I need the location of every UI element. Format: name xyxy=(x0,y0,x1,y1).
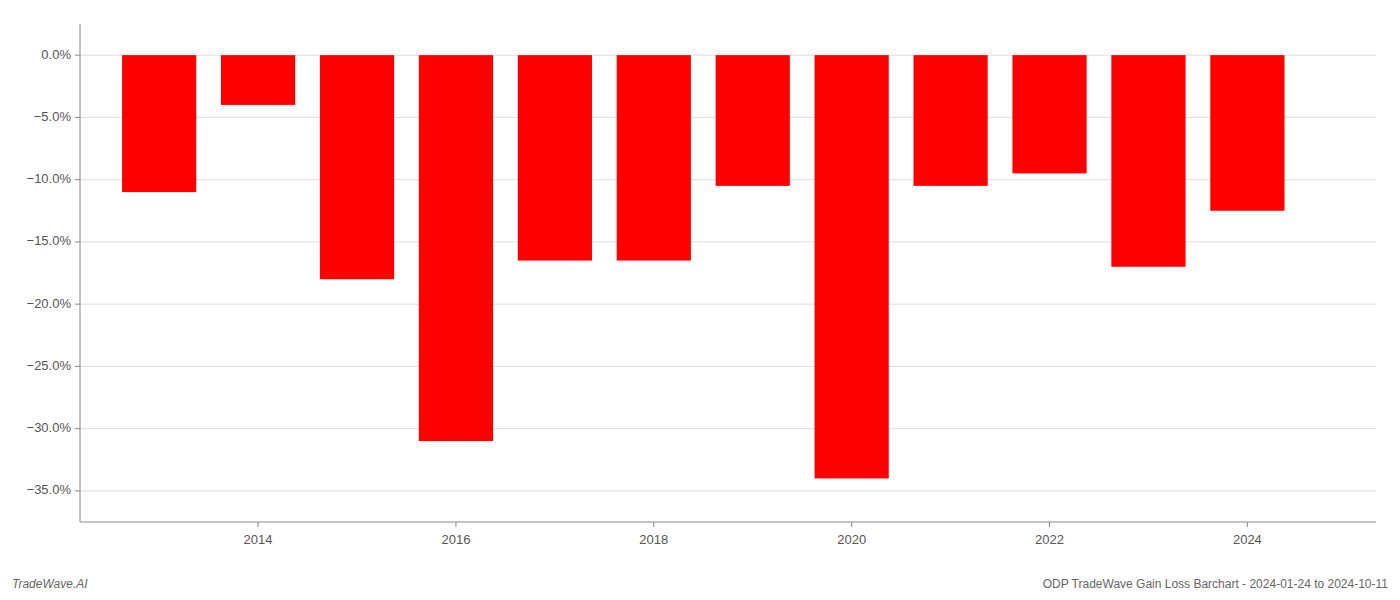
x-tick xyxy=(258,522,259,527)
y-tick xyxy=(75,179,80,180)
bar xyxy=(221,55,295,105)
x-tick xyxy=(1049,522,1050,527)
x-tick xyxy=(653,522,654,527)
y-axis-line xyxy=(80,24,81,522)
y-tick xyxy=(75,241,80,242)
bar xyxy=(122,55,196,192)
y-tick-label: −5.0% xyxy=(34,109,72,124)
bar xyxy=(1210,55,1284,211)
grid-line xyxy=(80,304,1376,305)
y-tick xyxy=(75,55,80,56)
chart: 0.0% −5.0% −10.0% −15.0% −20.0% −25.0% −30.0% −… xyxy=(0,0,1400,600)
x-tick xyxy=(851,522,852,527)
footer-right: ODP TradeWave Gain Loss Barchart - 2024-… xyxy=(1043,577,1389,591)
grid-line xyxy=(80,428,1376,429)
x-tick-label: 2022 xyxy=(1035,532,1064,547)
x-ticks: 2014 2016 2018 2020 2022 2024 xyxy=(244,522,1262,547)
x-tick-label: 2016 xyxy=(441,532,470,547)
bar xyxy=(815,55,889,478)
grid-line xyxy=(80,366,1376,367)
y-tick-label: −15.0% xyxy=(27,233,72,248)
bars xyxy=(122,55,1284,478)
y-tick-label: −35.0% xyxy=(27,482,72,497)
y-tick-label: −10.0% xyxy=(27,171,72,186)
bar xyxy=(419,55,493,441)
x-tick-label: 2024 xyxy=(1233,532,1262,547)
y-grid xyxy=(80,55,1376,491)
bar xyxy=(1111,55,1185,267)
bar xyxy=(320,55,394,279)
bar xyxy=(1012,55,1086,173)
bar xyxy=(617,55,691,260)
bar xyxy=(716,55,790,186)
x-tick-label: 2014 xyxy=(244,532,273,547)
footer-left: TradeWave.AI xyxy=(12,577,88,591)
bar xyxy=(518,55,592,260)
y-tick-label: −30.0% xyxy=(27,420,72,435)
y-tick-label: 0.0% xyxy=(41,47,71,62)
x-tick xyxy=(455,522,456,527)
y-tick xyxy=(75,490,80,491)
grid-line xyxy=(80,490,1376,491)
y-tick-label: −20.0% xyxy=(27,296,72,311)
x-axis-line xyxy=(80,522,1376,523)
y-tick xyxy=(75,428,80,429)
x-tick xyxy=(1247,522,1248,527)
x-tick-label: 2020 xyxy=(837,532,866,547)
y-ticks: 0.0% −5.0% −10.0% −15.0% −20.0% −25.0% −30.0% −… xyxy=(27,47,80,498)
y-tick xyxy=(75,117,80,118)
bar xyxy=(913,55,987,186)
y-tick xyxy=(75,366,80,367)
y-tick xyxy=(75,304,80,305)
x-tick-label: 2018 xyxy=(639,532,668,547)
y-tick-label: −25.0% xyxy=(27,358,72,373)
